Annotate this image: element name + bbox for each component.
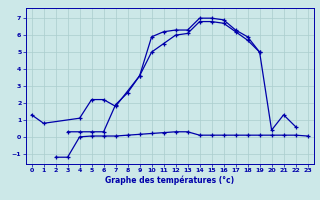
X-axis label: Graphe des températures (°c): Graphe des températures (°c) bbox=[105, 176, 234, 185]
